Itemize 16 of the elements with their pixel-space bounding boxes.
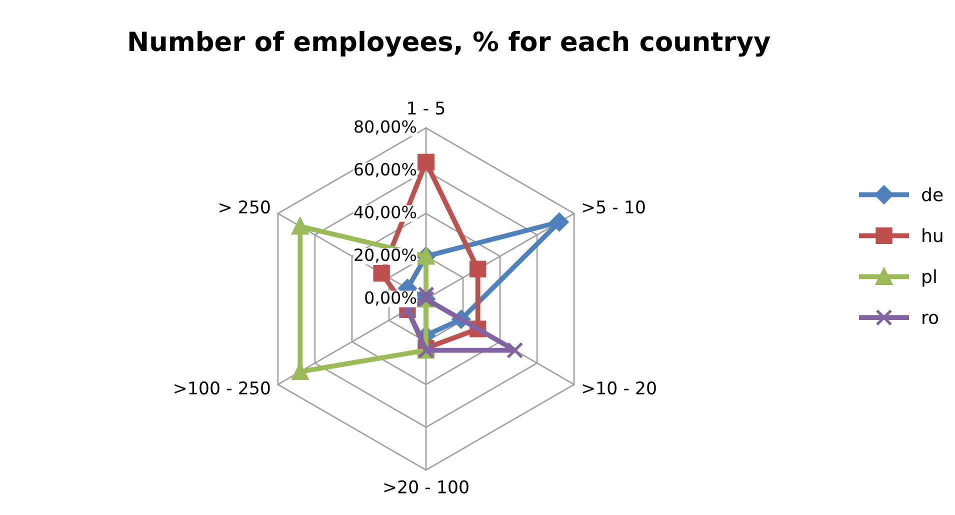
spoke-label: > 250 (220, 200, 270, 214)
spoke-label: >100 - 250 (174, 381, 270, 395)
spoke-label: >10 - 20 (582, 381, 656, 395)
legend-label: ro (922, 314, 938, 324)
y-tick-label: 60,00% (354, 162, 416, 178)
chart-title: Number of employees, % for each countryy (129, 30, 770, 57)
y-tick-label: 0,00% (365, 291, 416, 306)
legend-label: hu (922, 228, 942, 242)
legend-label: de (922, 187, 943, 202)
y-tick-label: 40,00% (354, 206, 416, 220)
legend-label: pl (922, 269, 936, 287)
spoke-label: >20 - 100 (384, 480, 468, 494)
y-tick-label: 20,00% (354, 248, 416, 263)
y-tick-label: 80,00% (354, 120, 416, 135)
spoke-label: >5 - 10 (582, 200, 645, 214)
spoke-label: 1 - 5 (408, 102, 444, 115)
